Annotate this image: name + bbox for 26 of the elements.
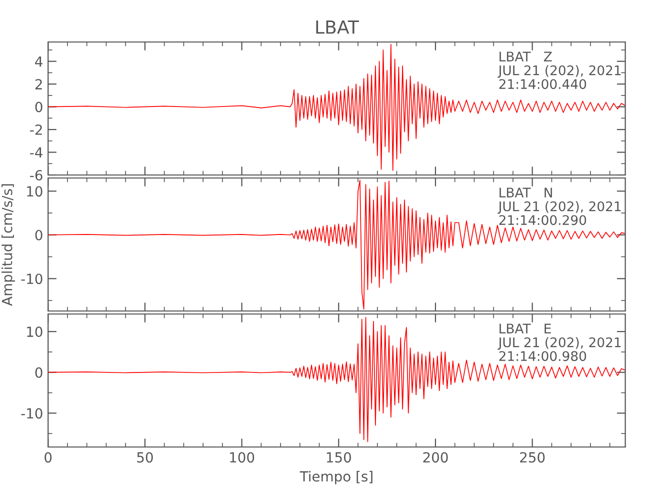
x-tick-label: 200 — [423, 452, 448, 463]
x-tick-label: 250 — [520, 452, 545, 463]
y-tick-label: -6 — [30, 170, 42, 180]
y-tick-label: -10 — [21, 274, 42, 284]
y-tick-label: 0 — [35, 230, 42, 240]
y-tick-label: 0 — [35, 102, 42, 112]
y-tick-label: -4 — [30, 147, 42, 158]
annotation: LBAT Z JUL 21 (202), 2021 21:14:00.440 — [498, 52, 621, 90]
x-tick-label: 0 — [44, 452, 52, 463]
x-tick-label: 100 — [230, 452, 254, 463]
y-axis-title: Amplitud [cm/s/s] — [2, 184, 15, 306]
y-tick-label: 4 — [35, 56, 42, 67]
y-tick-label: -10 — [21, 408, 42, 419]
y-tick-label: -2 — [30, 124, 42, 135]
annotation: LBAT N JUL 21 (202), 2021 21:14:00.290 — [498, 188, 621, 226]
line-series — [48, 44, 626, 171]
chart-title: LBAT — [316, 20, 359, 34]
y-tick-label: 10 — [27, 326, 42, 338]
y-tick-label: 0 — [35, 367, 42, 378]
y-tick-label: 2 — [35, 79, 42, 90]
y-tick-label: 10 — [27, 186, 42, 197]
x-tick-label: 150 — [326, 452, 351, 463]
annotation: LBAT E JUL 21 (202), 2021 21:14:00.980 — [498, 324, 621, 362]
x-axis-title: Tiempo [s] — [300, 470, 372, 484]
x-tick-label: 50 — [137, 452, 153, 463]
line-series — [48, 316, 626, 442]
